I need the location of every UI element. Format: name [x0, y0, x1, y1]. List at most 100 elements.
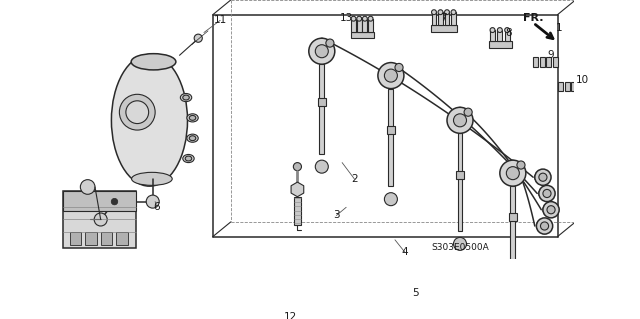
- Bar: [387, 126, 395, 134]
- Circle shape: [120, 94, 155, 130]
- Ellipse shape: [132, 172, 172, 185]
- Ellipse shape: [185, 156, 192, 161]
- Bar: [490, 30, 495, 41]
- Circle shape: [497, 28, 502, 33]
- Circle shape: [395, 63, 403, 71]
- Text: FR.: FR.: [523, 13, 543, 23]
- Circle shape: [454, 114, 467, 127]
- Circle shape: [431, 10, 436, 15]
- Ellipse shape: [180, 93, 192, 102]
- Circle shape: [351, 16, 356, 21]
- Bar: [456, 171, 464, 179]
- Ellipse shape: [189, 115, 196, 120]
- Bar: [438, 12, 443, 25]
- Ellipse shape: [183, 154, 194, 163]
- Bar: [351, 19, 356, 32]
- Circle shape: [194, 34, 202, 42]
- Bar: [362, 19, 367, 32]
- Circle shape: [308, 38, 335, 64]
- Circle shape: [505, 28, 509, 33]
- Ellipse shape: [187, 134, 198, 142]
- Bar: [351, 32, 374, 38]
- Circle shape: [326, 39, 334, 47]
- Text: 12: 12: [284, 312, 298, 319]
- Bar: [533, 57, 538, 67]
- Ellipse shape: [111, 55, 188, 186]
- Circle shape: [454, 237, 467, 250]
- Bar: [356, 19, 362, 32]
- Bar: [511, 186, 515, 263]
- Text: 9: 9: [548, 50, 554, 60]
- Circle shape: [517, 161, 525, 169]
- Bar: [458, 133, 463, 231]
- Circle shape: [539, 173, 547, 181]
- Text: 1: 1: [556, 24, 563, 33]
- Circle shape: [378, 63, 404, 89]
- Circle shape: [543, 189, 551, 197]
- Bar: [70, 232, 81, 245]
- Circle shape: [506, 167, 519, 180]
- Circle shape: [539, 185, 555, 202]
- Circle shape: [543, 202, 559, 218]
- Text: 8: 8: [506, 27, 512, 38]
- Bar: [317, 98, 326, 106]
- Text: 5: 5: [412, 288, 419, 298]
- Bar: [431, 25, 457, 32]
- Circle shape: [547, 206, 555, 214]
- Bar: [294, 197, 301, 225]
- Text: 13: 13: [340, 13, 353, 23]
- Bar: [497, 30, 502, 41]
- Bar: [63, 191, 136, 211]
- Circle shape: [438, 10, 443, 15]
- Circle shape: [506, 270, 519, 283]
- Bar: [319, 64, 324, 154]
- Bar: [578, 82, 583, 91]
- Bar: [540, 57, 545, 67]
- Circle shape: [111, 198, 118, 205]
- Bar: [388, 89, 394, 186]
- Circle shape: [368, 16, 373, 21]
- Text: 10: 10: [575, 75, 589, 85]
- Bar: [445, 12, 449, 25]
- Circle shape: [447, 107, 473, 133]
- Text: 3: 3: [333, 211, 340, 220]
- Circle shape: [535, 169, 551, 185]
- Ellipse shape: [189, 136, 196, 141]
- Bar: [565, 82, 570, 91]
- Ellipse shape: [187, 114, 198, 122]
- Circle shape: [490, 28, 495, 33]
- Circle shape: [541, 222, 548, 230]
- Circle shape: [316, 160, 328, 173]
- Ellipse shape: [183, 95, 189, 100]
- Bar: [572, 82, 576, 91]
- Bar: [489, 41, 512, 48]
- Circle shape: [316, 45, 328, 58]
- Ellipse shape: [131, 54, 176, 70]
- Text: 7: 7: [440, 13, 447, 23]
- Bar: [553, 57, 557, 67]
- Text: 6: 6: [154, 202, 160, 212]
- Polygon shape: [291, 182, 304, 197]
- Circle shape: [293, 163, 301, 171]
- Circle shape: [536, 218, 553, 234]
- Text: 2: 2: [351, 174, 358, 184]
- Bar: [63, 191, 136, 248]
- Bar: [451, 12, 456, 25]
- Bar: [100, 232, 112, 245]
- Text: 11: 11: [214, 15, 227, 25]
- Circle shape: [445, 10, 449, 15]
- Bar: [558, 82, 563, 91]
- Circle shape: [126, 101, 148, 123]
- Bar: [546, 57, 551, 67]
- Circle shape: [385, 193, 397, 206]
- Circle shape: [464, 108, 472, 116]
- Circle shape: [385, 69, 397, 82]
- Text: 4: 4: [401, 247, 408, 257]
- Bar: [116, 232, 127, 245]
- Circle shape: [81, 180, 95, 194]
- Circle shape: [356, 16, 362, 21]
- Circle shape: [451, 10, 456, 15]
- Circle shape: [500, 160, 526, 186]
- Circle shape: [362, 16, 367, 21]
- Bar: [431, 12, 436, 25]
